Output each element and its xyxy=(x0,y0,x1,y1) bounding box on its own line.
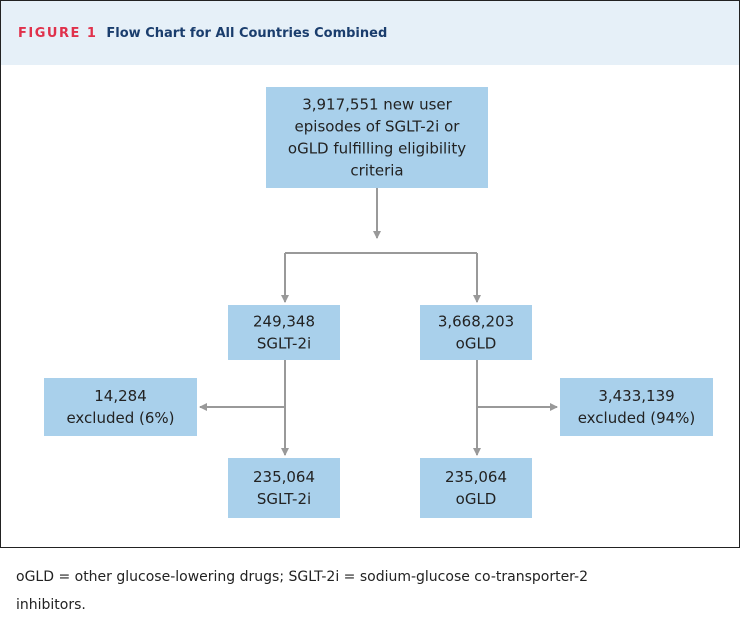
footnote: oGLD = other glucose-lowering drugs; SGL… xyxy=(16,569,588,613)
figure-title: Flow Chart for All Countries Combined xyxy=(106,25,388,41)
node-text: 3,668,203 xyxy=(438,313,514,331)
node-text: 3,433,139 xyxy=(598,387,674,405)
node: 14,284 excluded (6%) xyxy=(44,378,197,436)
node-text: 235,064 xyxy=(445,468,507,486)
node-text: oGLD xyxy=(456,335,497,353)
node-box xyxy=(560,378,713,436)
node-text: oGLD xyxy=(456,490,497,508)
node: 235,064 oGLD xyxy=(420,458,532,518)
node-box xyxy=(228,305,340,360)
node-box xyxy=(228,458,340,518)
figure-label: FIGURE 1 xyxy=(18,25,98,41)
node-text: 3,917,551 new user xyxy=(302,96,452,114)
node: 249,348 SGLT-2i xyxy=(228,305,340,360)
node-box xyxy=(420,305,532,360)
node-text: 235,064 xyxy=(253,468,315,486)
node: 235,064 SGLT-2i xyxy=(228,458,340,518)
figure-header: FIGURE 1 Flow Chart for All Countries Co… xyxy=(1,1,739,65)
node-text: episodes of SGLT-2i or xyxy=(295,118,461,136)
node: 3,917,551 new user episodes of SGLT-2i or… xyxy=(266,87,488,188)
node-text: 249,348 xyxy=(253,313,315,331)
node-text: SGLT-2i xyxy=(257,335,311,353)
node-text: SGLT-2i xyxy=(257,490,311,508)
node-text: criteria xyxy=(350,162,403,180)
node-box xyxy=(420,458,532,518)
node-text: oGLD fulfilling eligibility xyxy=(288,140,466,158)
node-box xyxy=(266,87,488,188)
node-text: excluded (94%) xyxy=(578,409,696,427)
flow-chart: 3,917,551 new user episodes of SGLT-2i or… xyxy=(44,87,713,518)
node: 3,668,203 oGLD xyxy=(420,305,532,360)
arrows xyxy=(199,188,558,456)
node-text: 14,284 xyxy=(94,387,147,405)
node-box xyxy=(44,378,197,436)
node: 3,433,139 excluded (94%) xyxy=(560,378,713,436)
node-text: excluded (6%) xyxy=(66,409,174,427)
